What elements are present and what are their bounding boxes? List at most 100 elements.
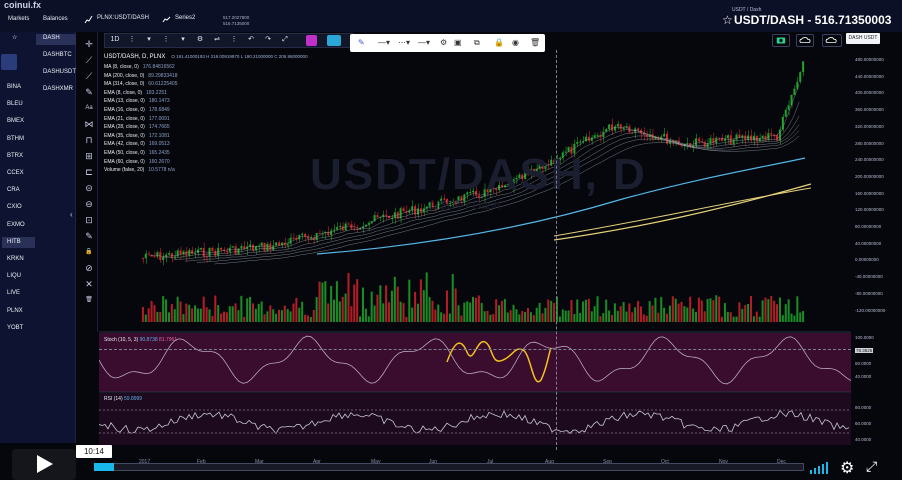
crosshair-icon[interactable]: ✛ xyxy=(85,39,93,49)
toolbar-button-5[interactable]: ⚙ xyxy=(196,36,204,43)
draw-lock-icon[interactable]: ✎ xyxy=(85,231,93,241)
line-width-dropdown[interactable]: ⋯▾ xyxy=(398,38,411,47)
volume-bar xyxy=(162,296,165,322)
copy-icon[interactable]: ⧉ xyxy=(474,38,480,47)
toolbar-button-6[interactable]: ⇌ xyxy=(214,36,220,43)
share-button[interactable] xyxy=(327,35,341,46)
toolbar-button-1[interactable]: ⋮ xyxy=(128,36,136,43)
sidebar-pair-dashbtc[interactable]: DASHBTC xyxy=(43,52,72,58)
legend-row[interactable]: EMA (50, close, 0) 165.2435 xyxy=(104,149,178,158)
series-selector[interactable]: Series2 xyxy=(175,15,196,21)
legend-row[interactable]: MA (200, close, 0) 89.29833418 xyxy=(104,72,178,81)
grid-icon[interactable]: ⊞ xyxy=(85,151,93,161)
sidebar-exchange-krkn[interactable]: KRKN xyxy=(7,256,24,262)
toolbar-button-7[interactable]: ⋮ xyxy=(230,36,238,43)
sidebar-exchange-bmex[interactable]: BMEX xyxy=(7,118,25,125)
sidebar-pair-dashusdt[interactable]: DASHUSDT xyxy=(43,69,77,75)
legend-row[interactable]: EMA (16, close, 0) 178.6849 xyxy=(104,106,178,115)
legend-row[interactable]: EMA (28, close, 0) 174.7665 xyxy=(104,123,178,132)
star-icon[interactable]: ☆ xyxy=(722,13,733,27)
gear-icon[interactable]: ⚙ xyxy=(840,460,855,477)
sidebar-exchange-bthm[interactable]: BTHM xyxy=(7,135,24,142)
sidebar-exchange-ccex[interactable]: CCEX xyxy=(7,170,24,176)
sidebar-pair-dashxmr[interactable]: DASHXMR xyxy=(43,86,74,92)
trash-icon[interactable]: 🗑 xyxy=(530,38,541,47)
clone-icon[interactable]: ▣ xyxy=(454,38,462,47)
magnet-icon[interactable]: ⊡ xyxy=(85,215,93,225)
pair-selector[interactable]: PLNX:USDT/DASH xyxy=(97,15,150,21)
remove-icon[interactable]: ✕ xyxy=(85,279,93,289)
candle xyxy=(790,94,793,106)
toolbar-button-2[interactable]: ▾ xyxy=(147,36,151,43)
pencil-icon[interactable]: ✎ xyxy=(358,38,365,47)
sidebar-exchange-liqu[interactable]: LIQU xyxy=(7,273,22,280)
legend-row[interactable]: EMA (60, close, 0) 160.2670 xyxy=(104,158,178,167)
zoom-out-icon[interactable]: ⊖ xyxy=(85,199,93,209)
measure-icon[interactable]: ⊏ xyxy=(85,167,93,177)
lock-icon[interactable]: 🔒 xyxy=(85,249,93,255)
toolbar-button-9[interactable]: ↷ xyxy=(265,36,271,43)
volume-bar xyxy=(674,298,677,322)
sidebar-exchange-cra[interactable]: CRA xyxy=(7,187,20,194)
legend-row[interactable]: EMA (13, close, 0) 180.1473 xyxy=(104,97,178,106)
price-chart[interactable] xyxy=(99,50,851,445)
candle xyxy=(191,250,194,254)
candle xyxy=(469,192,472,194)
video-scrubber[interactable] xyxy=(94,463,804,471)
volume-bar xyxy=(802,310,805,322)
line-color-dropdown[interactable]: —▾ xyxy=(378,38,391,47)
lock-icon[interactable]: 🔒 xyxy=(494,38,504,47)
tab-markets[interactable]: Markets xyxy=(8,16,30,22)
fib-icon[interactable]: ⊓ xyxy=(85,135,93,145)
settings-icon[interactable]: ⚙ xyxy=(440,38,448,47)
fullscreen-icon[interactable]: ⤢ xyxy=(866,458,878,474)
volume-icon[interactable] xyxy=(809,462,829,474)
hide-icon[interactable]: ⊘ xyxy=(85,263,93,273)
stoch-axis-tick: 100.0000 xyxy=(855,335,874,340)
legend-row-value: 89.29833418 xyxy=(148,72,178,79)
toolbar-button-3[interactable]: ⋮ xyxy=(162,36,170,43)
toolbar-button-4[interactable]: ▾ xyxy=(181,36,185,43)
brush-icon[interactable]: ✎ xyxy=(85,87,93,97)
eye-icon[interactable]: ◉ xyxy=(512,38,519,47)
pattern-icon[interactable]: ⋈ xyxy=(84,119,94,129)
tab-balances[interactable]: Balances xyxy=(43,16,68,22)
legend-row[interactable]: EMA (8, close, 0) 183.2251 xyxy=(104,89,178,98)
legend-row[interactable]: EMA (35, close, 0) 172.1081 xyxy=(104,132,178,141)
sidebar-exchange-hitb[interactable]: HITB xyxy=(7,238,21,245)
cloud-upload-icon[interactable] xyxy=(796,34,814,47)
time-axis-tick: May xyxy=(371,459,381,465)
sidebar-exchange-bleu[interactable]: BLEU xyxy=(7,101,23,108)
toolbar-button-8[interactable]: ↶ xyxy=(248,36,254,43)
camera-icon[interactable] xyxy=(772,34,790,47)
trend-line-icon[interactable]: ⟋ xyxy=(85,55,93,65)
legend-row[interactable]: MA (314, close, 0) 60.61225405 xyxy=(104,80,178,89)
video-time: 10:14 xyxy=(76,445,112,458)
sidebar-exchange-bina[interactable]: BINA xyxy=(7,84,22,90)
toolbar-button-0[interactable]: 1D xyxy=(110,36,120,43)
indicator-template-button[interactable] xyxy=(306,35,317,46)
sidebar-exchange-btrx[interactable]: BTRX xyxy=(7,152,24,159)
trash-icon[interactable]: 🗑 xyxy=(85,297,93,303)
sidebar-exchange-cxio[interactable]: CXIO xyxy=(7,204,22,211)
chevron-left-icon[interactable]: ‹ xyxy=(70,210,73,219)
play-icon[interactable] xyxy=(37,455,53,473)
candle xyxy=(500,185,503,188)
toolbar-button-10[interactable]: ⤢ xyxy=(282,36,288,43)
legend-row[interactable]: EMA (21, close, 0) 177.0091 xyxy=(104,115,178,124)
ray-icon[interactable]: ⟋ xyxy=(85,71,93,81)
sidebar-exchange-exmo[interactable]: EXMO xyxy=(7,221,25,228)
legend-row[interactable]: EMA (42, close, 0) 169.0513 xyxy=(104,140,178,149)
stoch-highlight-drawing[interactable] xyxy=(446,341,552,383)
legend-row[interactable]: MA (8, close, 0) 176.84816562 xyxy=(104,63,178,72)
sidebar-exchange-live[interactable]: LIVE xyxy=(7,290,21,297)
cloud-download-icon[interactable] xyxy=(822,34,842,47)
text-icon[interactable]: Aa xyxy=(85,105,93,111)
line-style-dropdown[interactable]: —▾ xyxy=(418,38,431,47)
sidebar-exchange-plnx[interactable]: PLNX xyxy=(7,307,23,314)
star-icon[interactable]: ☆ xyxy=(12,35,18,41)
zoom-in-icon[interactable]: ⊝ xyxy=(85,183,93,193)
legend-row[interactable]: Volume (false, 20) 10.5778 n/a xyxy=(104,166,178,175)
volume-bar xyxy=(150,300,153,322)
sidebar-exchange-yobt[interactable]: YOBT xyxy=(7,324,24,331)
